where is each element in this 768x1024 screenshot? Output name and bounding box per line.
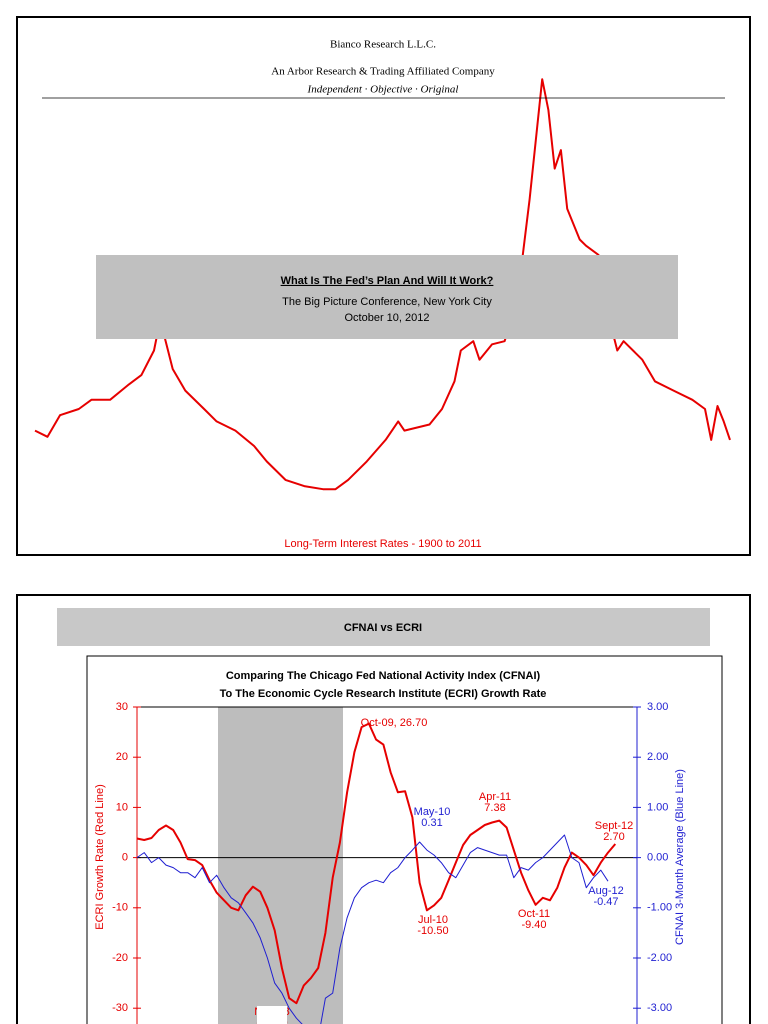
title-bar <box>57 608 710 646</box>
chart-title: To The Economic Cycle Research Institute… <box>220 688 547 700</box>
chart-title: Comparing The Chicago Fed National Activ… <box>226 670 541 682</box>
annotation: Apr-11 <box>479 791 511 803</box>
presentation-title: What Is The Fed’s Plan And Will It Work? <box>281 275 494 287</box>
annotation: 2.70 <box>603 831 624 843</box>
annotation: Oct-09, 26.70 <box>361 717 428 729</box>
annotation: 0.31 <box>421 817 442 829</box>
y2-tick-label: 1.00 <box>647 801 668 813</box>
y2-tick-label: 3.00 <box>647 701 668 713</box>
y-tick-label: -20 <box>112 952 128 964</box>
annotation: Oct-11 <box>518 908 550 920</box>
company-name: Bianco Research L.L.C. <box>330 39 436 51</box>
title-box <box>96 255 678 339</box>
y-axis-title: ECRI Growth Rate (Red Line) <box>94 784 106 930</box>
y2-tick-label: -3.00 <box>647 1002 672 1014</box>
date: October 10, 2012 <box>344 312 429 324</box>
series-line <box>136 834 609 1024</box>
y2-axis-title: CFNAI 3-Month Average (Blue Line) <box>674 769 686 945</box>
y-tick-label: 10 <box>116 801 128 813</box>
event: The Big Picture Conference, New York Cit… <box>282 296 492 308</box>
annotation: May-10 <box>414 806 451 818</box>
annotation: -0.47 <box>593 896 618 908</box>
y-tick-label: 20 <box>116 751 128 763</box>
annotation: 7.38 <box>484 802 505 814</box>
annotation: Aug-12 <box>588 885 623 897</box>
y-tick-label: 0 <box>122 852 128 864</box>
chart-frame <box>86 655 723 1024</box>
y-tick-label: -10 <box>112 902 128 914</box>
annotation: Jul-10 <box>418 914 448 926</box>
slide-title: CFNAI vs ECRI <box>344 622 422 634</box>
y2-tick-label: 0.00 <box>647 852 668 864</box>
y-tick-label: 30 <box>116 701 128 713</box>
motto: Independent · Objective · Original <box>307 84 459 96</box>
y2-tick-label: -2.00 <box>647 952 672 964</box>
y2-tick-label: -1.00 <box>647 902 672 914</box>
y-tick-label: -30 <box>112 1002 128 1014</box>
annotation: Sept-12 <box>595 820 634 832</box>
y2-tick-label: 2.00 <box>647 751 668 763</box>
annotation-bg <box>257 1006 287 1024</box>
recession-shading <box>218 707 343 1024</box>
chart-caption: Long-Term Interest Rates - 1900 to 2011 <box>284 538 481 550</box>
annotation: -9.40 <box>521 919 546 931</box>
annotation: -10.50 <box>417 925 448 937</box>
series-line <box>136 722 617 1005</box>
affiliation: An Arbor Research & Trading Affiliated C… <box>271 66 495 78</box>
